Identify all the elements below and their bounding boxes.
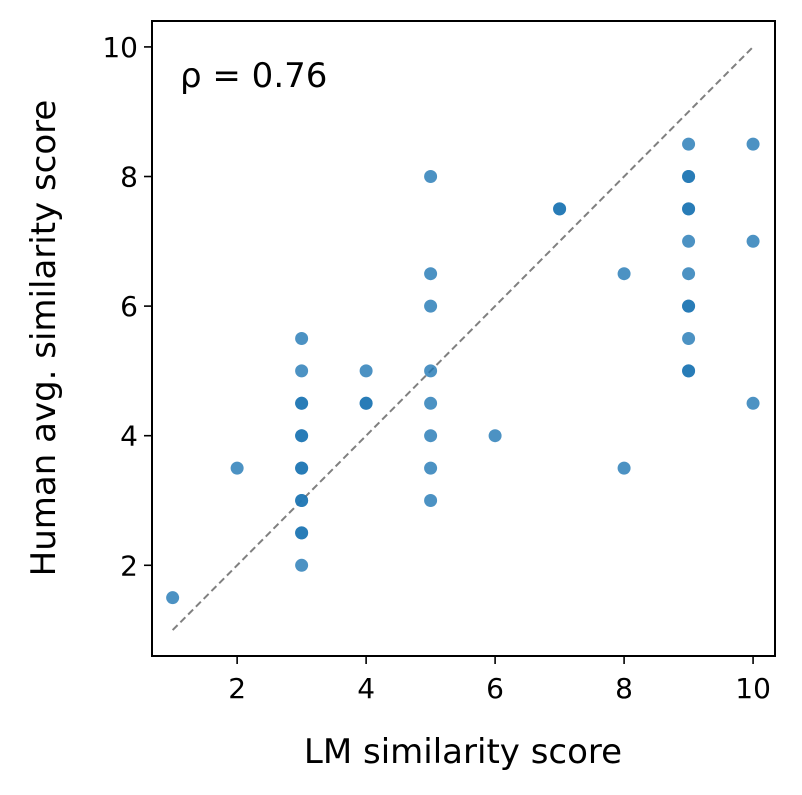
data-point [682,170,696,184]
data-point [682,332,696,345]
y-tick-label: 10 [102,31,138,64]
y-tick-label: 2 [120,549,138,582]
y-tick-label: 6 [120,290,138,323]
x-axis-label: LM similarity score [304,732,622,772]
data-point [424,170,438,184]
data-point [553,202,567,216]
data-point [617,461,631,475]
data-point [424,299,438,313]
data-point [682,234,696,248]
data-point [424,461,438,475]
identity-reference-line [171,46,754,631]
data-point [295,558,309,572]
ticks: 2 4 6 8 10 2 4 6 8 10 [102,31,771,705]
data-point [682,202,696,216]
data-point [295,332,309,345]
data-point [424,396,438,410]
data-point [424,267,438,281]
x-tick-label: 8 [615,672,633,705]
data-point [359,364,373,378]
data-point [295,526,309,540]
data-point [746,396,760,410]
y-tick-label: 4 [120,420,138,453]
data-point [682,364,696,378]
data-point [230,461,244,475]
y-axis-label: Human avg. similarity score [24,100,64,577]
data-point [424,493,438,507]
data-point [295,429,309,443]
data-point [295,396,309,410]
x-tick-label: 2 [228,672,246,705]
data-point [746,137,760,151]
x-tick-label: 10 [735,672,771,705]
axes-frame [151,20,776,657]
y-tick-label: 8 [120,161,138,194]
data-point [617,267,631,281]
data-point [359,396,373,410]
data-point [424,364,438,378]
data-point [682,267,696,281]
data-point [746,234,760,248]
correlation-annotation: ρ = 0.76 [180,56,327,96]
data-point [295,493,309,507]
data-point [295,364,309,378]
x-tick-label: 6 [486,672,504,705]
data-point [682,137,696,151]
data-point [488,429,502,443]
plot-area [166,46,760,631]
data-point [424,429,438,443]
data-point [166,591,180,605]
data-point [295,461,309,475]
data-point [682,299,696,313]
x-tick-label: 4 [357,672,375,705]
